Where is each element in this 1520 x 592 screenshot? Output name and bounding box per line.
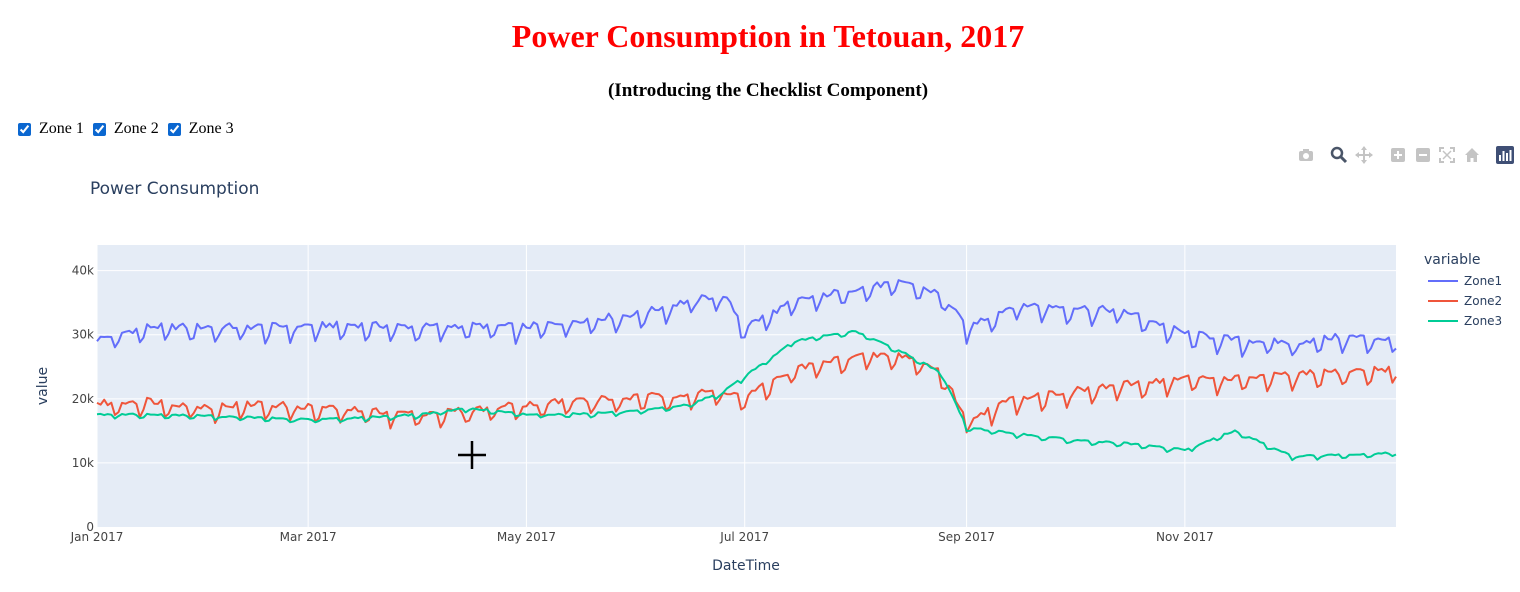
zoom-icon[interactable] [1329, 146, 1349, 164]
legend-label: Zone3 [1464, 314, 1502, 328]
page-subtitle: (Introducing the Checklist Component) [607, 80, 929, 101]
x-tick-label: Sep 2017 [938, 530, 995, 544]
checklist-item-zone-1[interactable]: Zone 1 [16, 120, 84, 138]
camera-icon[interactable] [1296, 146, 1316, 164]
y-tick-label: 20k [72, 392, 94, 406]
autoscale-icon[interactable] [1437, 146, 1457, 164]
series-line-zone3 [96, 330, 1397, 462]
plot-area[interactable] [97, 245, 1396, 527]
series-line-zone2 [96, 351, 1397, 434]
page-title: Power Consumption in Tetouan, 2017 [511, 18, 1025, 54]
pan-icon[interactable] [1354, 146, 1374, 164]
checkbox-zone-1[interactable] [18, 122, 31, 136]
y-tick-label: 10k [72, 456, 94, 470]
plotly-logo-icon[interactable] [1495, 146, 1515, 164]
chart-title: Power Consumption [90, 179, 259, 199]
reset-axes-icon[interactable] [1462, 146, 1482, 164]
y-tick-label: 0 [86, 520, 94, 534]
zoom-in-icon[interactable] [1388, 146, 1408, 164]
legend-label: Zone1 [1464, 274, 1502, 288]
series-line-zone1 [96, 279, 1397, 358]
checkbox-label: Zone 1 [39, 120, 84, 137]
checkbox-zone-3[interactable] [167, 122, 181, 136]
checkbox-label: Zone 3 [188, 120, 234, 137]
y-tick-label: 40k [72, 264, 94, 278]
checklist-item-zone-2[interactable]: Zone 2 [91, 120, 159, 138]
zoom-out-icon[interactable] [1413, 146, 1433, 164]
x-tick-label: Jan 2017 [70, 530, 124, 544]
checkbox-zone-2[interactable] [92, 122, 106, 136]
legend-label: Zone2 [1464, 294, 1502, 308]
y-axis-title: value [35, 367, 51, 405]
x-tick-label: Mar 2017 [280, 530, 337, 544]
x-tick-label: Jul 2017 [719, 530, 769, 544]
crosshair-cursor-icon [458, 441, 486, 469]
x-tick-label: Nov 2017 [1156, 530, 1214, 544]
checklist-item-zone-3[interactable]: Zone 3 [166, 120, 234, 138]
checkbox-label: Zone 2 [113, 120, 159, 137]
x-tick-label: May 2017 [497, 530, 556, 544]
legend-title: variable [1424, 252, 1480, 268]
x-axis-title: DateTime [712, 558, 780, 574]
legend: variable Zone1 Zone2 Zone3 [1424, 252, 1502, 328]
zone-checklist: Zone 1 Zone 2 Zone 3 [16, 120, 241, 138]
y-tick-label: 30k [72, 328, 94, 342]
